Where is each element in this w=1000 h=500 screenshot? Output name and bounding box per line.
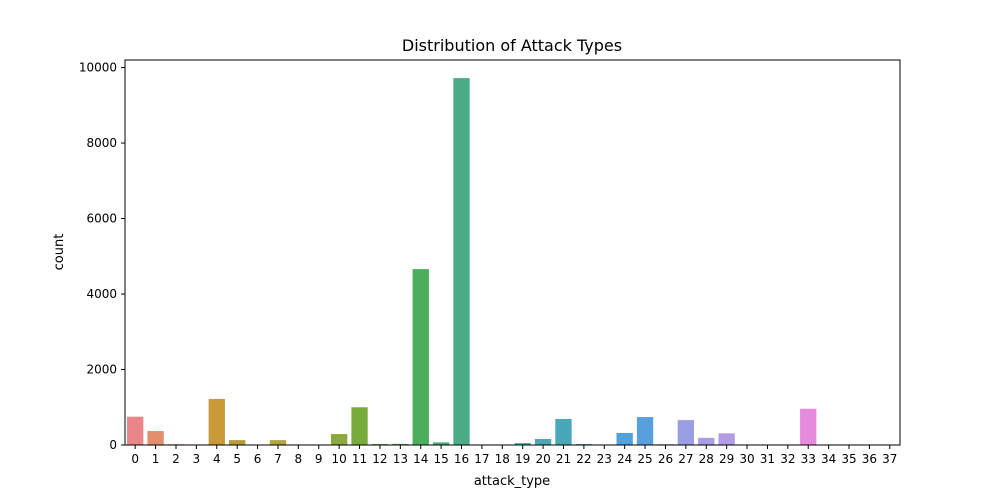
x-tick-label-36: 36 <box>862 452 877 466</box>
y-tick-label-8000: 8000 <box>86 136 117 150</box>
x-tick-label-8: 8 <box>295 452 303 466</box>
x-tick-label-30: 30 <box>739 452 754 466</box>
y-tick-label-4000: 4000 <box>86 287 117 301</box>
bar-1 <box>147 431 164 445</box>
bar-15 <box>432 442 450 445</box>
x-tick-label-14: 14 <box>413 452 428 466</box>
x-tick-label-6: 6 <box>254 452 262 466</box>
x-tick-label-7: 7 <box>274 452 282 466</box>
y-tick-label-10000: 10000 <box>79 61 117 75</box>
x-tick-label-2: 2 <box>172 452 180 466</box>
y-tick-label-0: 0 <box>109 438 117 452</box>
x-tick-label-37: 37 <box>882 452 897 466</box>
bar-19 <box>514 443 531 445</box>
bar-5 <box>229 440 246 445</box>
x-tick-label-25: 25 <box>637 452 652 466</box>
x-tick-label-31: 31 <box>760 452 775 466</box>
x-tick-label-21: 21 <box>556 452 571 466</box>
bar-4 <box>208 398 225 445</box>
bar-25 <box>636 417 654 445</box>
x-tick-label-18: 18 <box>495 452 510 466</box>
y-axis-label: count <box>52 234 67 271</box>
bar-16 <box>453 78 470 445</box>
x-tick-label-11: 11 <box>352 452 367 466</box>
x-tick-label-24: 24 <box>617 452 632 466</box>
bar-7 <box>269 440 287 445</box>
x-tick-label-29: 29 <box>719 452 734 466</box>
bar-20 <box>534 438 552 445</box>
x-axis-label: attack_type <box>474 474 550 489</box>
bar-27 <box>677 420 695 445</box>
chart-title: Distribution of Attack Types <box>402 36 622 55</box>
x-tick-label-26: 26 <box>658 452 673 466</box>
bar-11 <box>351 407 368 445</box>
y-tick-label-6000: 6000 <box>86 212 117 226</box>
bar-0 <box>127 416 144 445</box>
x-tick-label-27: 27 <box>678 452 693 466</box>
x-tick-label-0: 0 <box>131 452 139 466</box>
x-tick-label-4: 4 <box>213 452 221 466</box>
x-tick-label-3: 3 <box>193 452 201 466</box>
x-tick-label-1: 1 <box>152 452 160 466</box>
bar-24 <box>616 432 633 445</box>
x-tick-label-15: 15 <box>433 452 448 466</box>
bars-group <box>127 78 898 445</box>
x-tick-label-33: 33 <box>801 452 816 466</box>
x-tick-label-35: 35 <box>841 452 856 466</box>
bar-29 <box>718 433 735 445</box>
bar-13 <box>392 443 409 445</box>
bar-28 <box>698 437 715 445</box>
x-tick-label-10: 10 <box>332 452 347 466</box>
x-tick-label-34: 34 <box>821 452 836 466</box>
bar-33 <box>800 408 817 445</box>
x-tick-label-16: 16 <box>454 452 469 466</box>
x-tick-label-20: 20 <box>535 452 550 466</box>
x-tick-label-13: 13 <box>393 452 408 466</box>
x-tick-label-22: 22 <box>576 452 591 466</box>
x-tick-label-28: 28 <box>699 452 714 466</box>
bar-10 <box>330 434 348 445</box>
plot-frame <box>124 59 901 446</box>
x-tick-label-23: 23 <box>597 452 612 466</box>
bar-14 <box>412 269 429 445</box>
bar-21 <box>555 418 572 445</box>
x-tick-label-17: 17 <box>474 452 489 466</box>
x-tick-label-19: 19 <box>515 452 530 466</box>
x-tick-label-5: 5 <box>233 452 241 466</box>
y-tick-label-2000: 2000 <box>86 363 117 377</box>
x-tick-label-32: 32 <box>780 452 795 466</box>
x-axis-ticks: 0 1 2 3 4 5 6 7 8 9 10 11 12 13 14 15 16 17 18 19 20 21 22 23 24… <box>131 445 897 466</box>
x-tick-label-9: 9 <box>315 452 323 466</box>
x-tick-label-12: 12 <box>372 452 387 466</box>
y-axis-ticks: 0 2000 4000 6000 8000 10000 <box>79 61 125 452</box>
